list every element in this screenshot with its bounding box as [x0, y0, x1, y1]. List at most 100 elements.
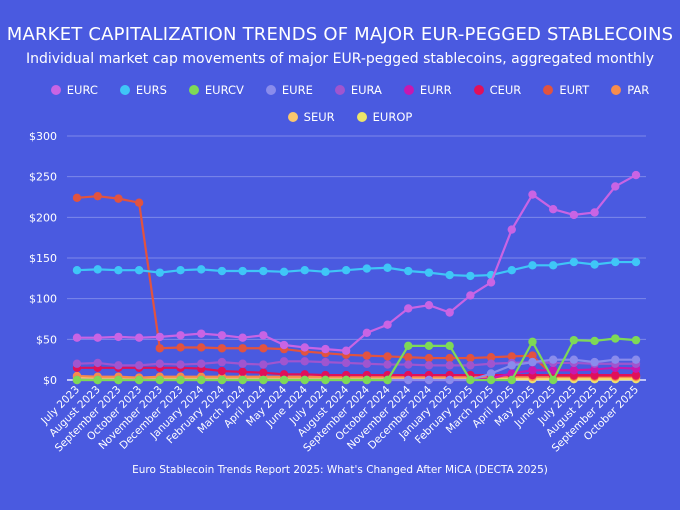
data-point-eurs: [93, 265, 102, 274]
legend-item-eurcv[interactable]: EURCV: [188, 83, 244, 97]
data-point-eurc: [362, 328, 372, 338]
data-point-eura: [383, 360, 392, 369]
data-point-eurs: [321, 267, 330, 277]
data-point-eura: [155, 359, 165, 368]
data-point-eurcv: [528, 337, 537, 346]
series-line-ceur: [77, 366, 636, 377]
data-point-eurs: [155, 268, 165, 277]
data-point-eure: [486, 369, 496, 378]
legend-item-par[interactable]: PAR: [611, 83, 649, 97]
data-point-ceur: [631, 370, 641, 380]
legend: EURC EURS EURCV EURE EURA EURR CEUR EURT PAR: [50, 83, 649, 97]
legend-label: EURCV: [204, 83, 244, 97]
legend-marker-icon: [119, 85, 130, 95]
data-point-eura: [114, 361, 123, 370]
legend-item-eurs[interactable]: EURS: [119, 83, 167, 97]
data-point-eurc: [155, 332, 165, 342]
y-tick-label: $200: [29, 211, 57, 224]
data-point-eurs: [279, 267, 289, 277]
data-point-eurcv: [445, 341, 454, 351]
legend-marker-icon: [334, 85, 345, 95]
data-point-eurc: [114, 332, 123, 342]
data-point-eurt: [466, 353, 475, 363]
legend-marker-icon: [403, 85, 414, 95]
data-point-eure: [424, 375, 434, 385]
data-point-eurcv: [72, 375, 82, 385]
data-point-eurt: [176, 343, 185, 352]
data-point-eura: [466, 361, 475, 370]
legend-item-eurr[interactable]: EURR: [403, 83, 452, 97]
data-point-eurc: [134, 333, 144, 342]
data-point-eurcv: [321, 375, 330, 385]
data-point-eurs: [569, 257, 579, 267]
legend-label: EURR: [419, 83, 452, 97]
legend-item-ceur[interactable]: CEUR: [473, 83, 522, 97]
data-point-eura: [362, 359, 372, 368]
data-point-eurcv: [383, 375, 392, 385]
data-point-eura: [93, 358, 102, 368]
data-point-eure: [507, 361, 516, 370]
legend-marker-icon: [287, 112, 298, 122]
series-line-par: [76, 374, 636, 379]
data-point-eurs: [114, 266, 123, 275]
data-point-eurc: [259, 331, 268, 340]
legend-marker-icon: [356, 112, 367, 122]
data-point-eurt: [114, 194, 123, 203]
legend-item-eure[interactable]: EURE: [265, 83, 313, 97]
legend-item-europ[interactable]: EUROP: [356, 110, 413, 124]
data-point-eurcv: [238, 375, 247, 385]
legend-item-eurt[interactable]: EURT: [543, 83, 589, 97]
data-point-eurs: [466, 271, 475, 281]
data-point-eurcv: [341, 375, 351, 385]
chart-title: MARKET CAPITALIZATION TRENDS OF MAJOR EU…: [6, 24, 674, 45]
legend-label: PAR: [627, 83, 650, 97]
legend-item-seur[interactable]: SEUR: [287, 110, 335, 124]
data-point-eura: [176, 360, 185, 369]
chart-subtitle: Individual market cap movements of major…: [25, 51, 655, 67]
data-point-eura: [445, 361, 454, 370]
data-point-ceur: [611, 370, 620, 380]
data-point-eurcv: [486, 375, 496, 385]
data-point-eurcv: [300, 375, 309, 385]
data-point-eurs: [300, 266, 309, 275]
data-point-eurt: [528, 351, 537, 360]
data-point-eurs: [528, 261, 537, 270]
data-point-eura: [486, 359, 496, 368]
data-point-eurcv: [466, 375, 475, 385]
data-point-eura: [197, 359, 206, 368]
data-point-eurc: [300, 343, 309, 352]
data-point-eurt: [362, 351, 372, 360]
data-point-eurt: [134, 198, 144, 207]
data-point-eurs: [548, 261, 558, 270]
y-tick-label: $150: [29, 252, 57, 265]
data-point-eurcv: [362, 375, 372, 385]
data-point-eurs: [72, 266, 82, 275]
legend-label: EUROP: [372, 110, 413, 124]
data-point-eurc: [548, 205, 558, 214]
data-point-eurt: [486, 353, 496, 362]
data-point-eurcv: [217, 375, 227, 385]
data-point-eurc: [72, 333, 82, 342]
data-point-ceur: [259, 368, 268, 377]
data-point-eurc: [321, 344, 330, 354]
legend-label: CEUR: [489, 83, 522, 97]
data-point-eurcv: [548, 375, 558, 385]
data-point-eurcv: [259, 375, 268, 385]
data-point-eurt: [72, 193, 82, 203]
series-line-eurcv: [77, 337, 637, 382]
data-point-eurs: [238, 266, 247, 276]
series-line-eurc: [77, 174, 637, 352]
legend-item-eura[interactable]: EURA: [334, 83, 382, 97]
legend-row-2: SEUR EUROP: [60, 110, 640, 124]
data-point-eure: [404, 375, 413, 385]
data-point-eura: [217, 357, 227, 367]
y-tick-label: $250: [29, 171, 57, 184]
data-point-eurt: [93, 191, 102, 201]
legend-item-eurc[interactable]: EURC: [50, 83, 98, 97]
data-point-eurt: [155, 344, 165, 353]
data-point-eurs: [507, 266, 516, 275]
data-point-eurc: [631, 170, 641, 180]
data-point-eurs: [176, 266, 185, 275]
data-point-eure: [528, 357, 537, 367]
